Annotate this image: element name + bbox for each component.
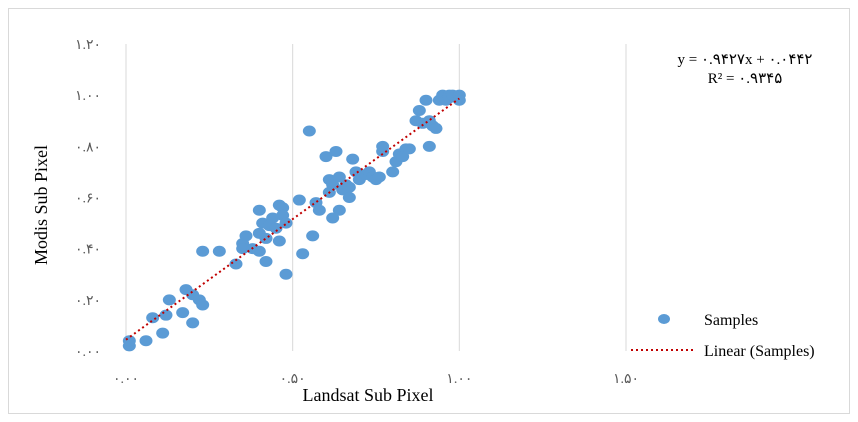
data-point (296, 248, 310, 260)
y-tick-label: ۰.۲۰ (75, 294, 101, 309)
data-point (269, 222, 283, 234)
y-tick-labels: ۰.۰۰ ۰.۲۰ ۰.۴۰ ۰.۶۰ ۰.۸۰ ۱.۰۰ ۱.۲۰ (75, 38, 101, 360)
legend-label-linear: Linear (Samples) (704, 343, 815, 360)
r-squared-label: R² = ۰.۹۳۴۵ (708, 71, 783, 87)
data-point (186, 317, 200, 329)
y-tick-label: ۰.۶۰ (75, 192, 101, 207)
data-point (239, 230, 253, 242)
data-point (139, 335, 153, 347)
data-point (342, 192, 356, 203)
data-point (279, 268, 293, 280)
data-point (252, 204, 266, 216)
trendline-series (125, 97, 460, 341)
data-point (376, 140, 390, 152)
data-point (329, 145, 343, 157)
data-point (452, 94, 466, 106)
data-point (326, 179, 340, 191)
data-point (212, 245, 226, 257)
chart-frame: ۰.۰۰ ۰.۵۰ ۱.۰۰ ۱.۵۰ ۰.۰۰ ۰.۲۰ ۰.۴۰ ۰.۶۰ ۰.۸۰ ۱.۰… (8, 8, 850, 414)
legend-label-samples: Samples (704, 312, 758, 329)
data-point (372, 171, 386, 183)
y-axis-title: Modis Sub Pixel (31, 145, 51, 265)
data-point (146, 312, 160, 324)
data-point (332, 171, 346, 183)
trendline-equation: y = ۰.۹۴۲۷x + ۰.۰۴۴۲ (678, 52, 813, 68)
data-point (292, 194, 306, 206)
x-tick-label: ۱.۰۰ (446, 372, 472, 387)
data-point (342, 181, 356, 193)
y-tick-label: ۱.۰۰ (75, 89, 101, 104)
data-point (429, 122, 443, 134)
data-point (306, 230, 320, 242)
data-point (402, 143, 416, 155)
data-point (196, 245, 210, 257)
x-tick-label: ۰.۰۰ (113, 372, 139, 387)
x-axis-title: Landsat Sub Pixel (303, 385, 434, 405)
data-point (412, 105, 426, 117)
data-point (252, 245, 266, 257)
data-point (422, 140, 436, 152)
data-point (279, 217, 293, 229)
x-tick-labels: ۰.۰۰ ۰.۵۰ ۱.۰۰ ۱.۵۰ (113, 372, 639, 387)
data-point (159, 309, 173, 321)
data-point (276, 202, 290, 214)
data-point (332, 204, 346, 216)
data-point (386, 166, 400, 178)
data-point (196, 299, 210, 311)
legend-marker-samples (658, 314, 670, 324)
data-point (419, 94, 433, 106)
data-point (229, 258, 243, 270)
data-point (319, 151, 333, 163)
y-tick-label: ۰.۸۰ (75, 140, 101, 155)
data-point (162, 294, 176, 306)
data-point (122, 335, 136, 347)
legend: Samples Linear (Samples) (631, 312, 815, 360)
x-tick-label: ۱.۵۰ (613, 372, 639, 387)
data-points (122, 89, 466, 352)
scatter-chart: ۰.۰۰ ۰.۵۰ ۱.۰۰ ۱.۵۰ ۰.۰۰ ۰.۲۰ ۰.۴۰ ۰.۶۰ ۰.۸۰ ۱.۰… (31, 38, 815, 405)
data-point (176, 307, 190, 319)
x-tick-label: ۰.۵۰ (280, 372, 306, 387)
data-point (346, 153, 360, 165)
y-tick-label: ۰.۴۰ (75, 243, 101, 258)
data-point (156, 327, 170, 339)
data-point (236, 243, 250, 255)
data-point (326, 212, 340, 224)
y-tick-label: ۰.۰۰ (75, 345, 101, 360)
data-point (272, 235, 286, 247)
data-point (259, 232, 273, 244)
data-point (266, 212, 280, 224)
data-point (312, 204, 326, 216)
y-tick-label: ۱.۲۰ (75, 38, 101, 53)
data-point (259, 255, 273, 267)
data-point (302, 125, 316, 137)
